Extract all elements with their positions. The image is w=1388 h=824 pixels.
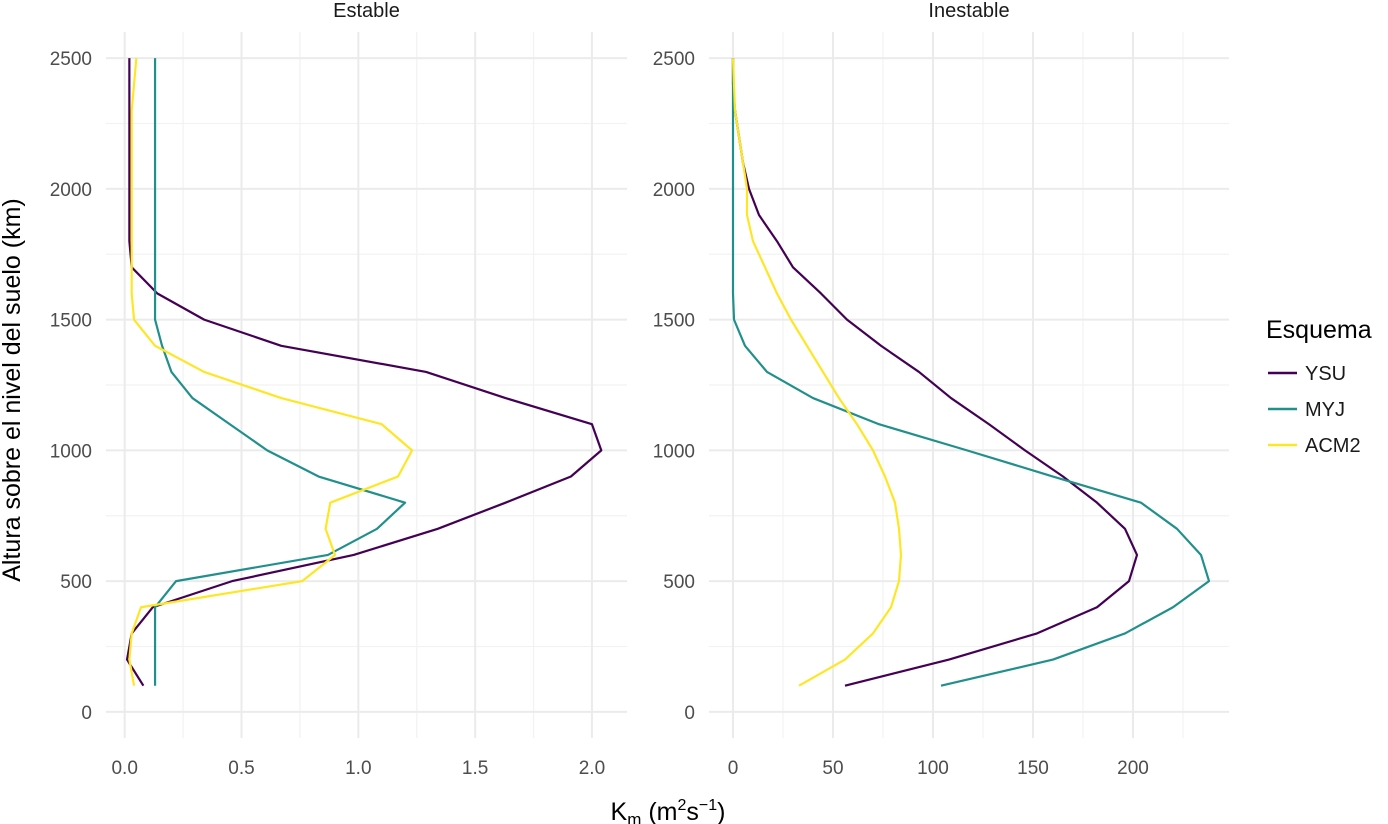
x-axis-title: Km (m2s−1) xyxy=(611,797,726,824)
x-axis-title-unit-close: ) xyxy=(717,798,725,824)
panel-title: Estable xyxy=(333,0,400,22)
x-axis-title-unit-mid: s xyxy=(686,798,699,824)
y-axis-title: Altura sobre el nivel del suelo (km) xyxy=(0,198,26,582)
y-tick-label: 2000 xyxy=(653,180,695,201)
x-tick-label: 0 xyxy=(728,758,739,779)
x-tick-label: 100 xyxy=(917,758,949,779)
series-line-acm2 xyxy=(128,58,414,686)
y-tick-label: 1500 xyxy=(653,311,695,332)
y-tick-label: 500 xyxy=(663,572,695,593)
series-line-myj xyxy=(153,58,407,686)
x-tick-label: 1.5 xyxy=(462,758,488,779)
series-line-ysu xyxy=(731,58,1139,687)
x-axis-title-sup1: 2 xyxy=(677,797,686,814)
legend-label-ysu: YSU xyxy=(1305,363,1346,385)
y-tick-label: 1500 xyxy=(50,311,92,332)
legend-title: Esquema xyxy=(1266,316,1372,344)
series-line-ysu xyxy=(125,58,603,687)
y-tick-label: 0 xyxy=(684,703,695,724)
x-tick-label: 0.5 xyxy=(228,758,254,779)
x-tick-label: 200 xyxy=(1117,758,1149,779)
x-tick-label: 2.0 xyxy=(579,758,605,779)
x-tick-label: 1.0 xyxy=(345,758,371,779)
y-tick-label: 2500 xyxy=(50,49,92,70)
series-line-myj xyxy=(731,58,1211,687)
series-line-acm2 xyxy=(731,58,903,687)
y-tick-label: 500 xyxy=(60,572,92,593)
panel-estable: Estable 0.0 0.5 1.0 1.5 2.0 0 500 1000 1500 2000 25… xyxy=(50,0,627,779)
y-tick-label: 2500 xyxy=(653,49,695,70)
x-tick-label: 0.0 xyxy=(111,758,137,779)
legend-entries: YSU MYJ ACM2 xyxy=(1268,363,1361,457)
panel-title: Inestable xyxy=(928,0,1009,22)
legend-label-acm2: ACM2 xyxy=(1305,435,1361,457)
x-axis-title-unit-open: (m xyxy=(641,798,677,824)
x-tick-label: 150 xyxy=(1017,758,1049,779)
y-tick-label: 0 xyxy=(81,703,92,724)
x-axis-title-sub: m xyxy=(627,810,641,824)
legend-label-myj: MYJ xyxy=(1305,399,1345,421)
x-axis-title-sup2: −1 xyxy=(699,797,717,814)
y-tick-label: 2000 xyxy=(50,180,92,201)
x-tick-label: 50 xyxy=(822,758,843,779)
y-tick-label: 1000 xyxy=(50,441,92,462)
y-tick-label: 1000 xyxy=(653,441,695,462)
legend: Esquema YSU MYJ ACM2 xyxy=(1266,316,1372,457)
x-axis-title-main: K xyxy=(611,798,628,824)
